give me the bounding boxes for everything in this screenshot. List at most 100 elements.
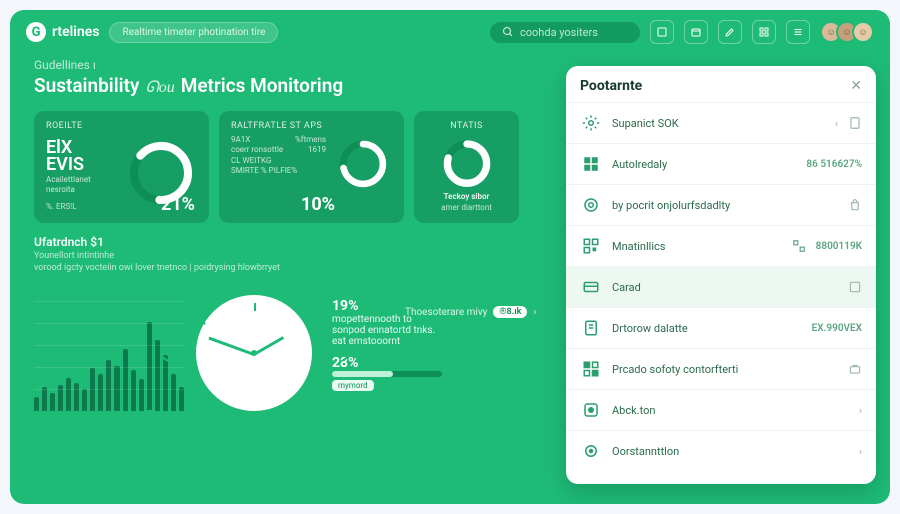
app-window: G rtelines Realtime timeter photination … <box>10 10 890 504</box>
clock-tick <box>161 460 169 466</box>
gauge-icon <box>438 135 496 192</box>
bag-icon <box>848 198 862 212</box>
brand-name: rtelines <box>52 24 99 40</box>
gear-icon <box>580 112 602 134</box>
c2r2a: CL WEITKG <box>231 156 326 166</box>
clock-tick <box>147 410 155 412</box>
title-a: Sustainbility <box>34 74 139 97</box>
panel-row[interactable]: Drtorow dalatteEX.990VEX <box>566 307 876 348</box>
panel-row-label: Drtorow dalatte <box>612 322 802 335</box>
header-pill[interactable]: Realtime timeter photination tire <box>109 22 278 43</box>
c2r0b: %ftmens <box>295 135 326 145</box>
card1-label: ROEILTE <box>46 121 197 131</box>
panel-row[interactable]: Carad <box>566 266 876 307</box>
brand-glyph: G <box>26 22 46 42</box>
brand-logo[interactable]: G rtelines <box>26 22 99 42</box>
stat-a-d2: sonpod ennatortd tnks. <box>332 325 442 336</box>
card2-label: RALTFRATLE ST APS <box>231 121 392 131</box>
panel-row[interactable]: Autolredaly86 516627% <box>566 143 876 184</box>
metric-card-3[interactable]: NTATIS Teckoy sibor amer diarttont <box>414 111 519 223</box>
header-action-1[interactable] <box>650 20 674 44</box>
bar <box>42 387 47 411</box>
qr2-icon <box>792 239 806 253</box>
bar <box>50 393 55 411</box>
panel-row-label: Carad <box>612 281 838 294</box>
c2r1a: coerr ronsottle <box>231 145 283 155</box>
calendar-icon <box>690 26 702 38</box>
chevron-left-icon: ‹ <box>835 117 838 130</box>
search-box[interactable]: coohda yositers <box>490 22 640 43</box>
card-icon <box>580 276 602 298</box>
panel-row-label: Abck.ton <box>612 404 849 417</box>
grid2-icon <box>580 153 602 175</box>
card1-foot: %. ERS!L <box>46 202 91 212</box>
stat-a-d3: eat emstooornt <box>332 336 442 347</box>
bar <box>179 387 184 411</box>
target-icon <box>580 194 602 216</box>
panel-close-button[interactable]: ✕ <box>850 78 862 94</box>
clock-chart <box>196 295 312 411</box>
clock-hour-hand <box>253 336 284 356</box>
gear2-icon <box>580 440 602 462</box>
bar <box>98 374 103 411</box>
gauge-icon <box>334 135 392 193</box>
panel-row-label: Oorstannttlon <box>612 445 849 458</box>
panel-row[interactable]: Mnatinllics 8800119K <box>566 225 876 266</box>
doc-icon <box>580 317 602 339</box>
bar <box>131 370 136 411</box>
bar <box>147 322 152 411</box>
card1-line1: Acailettlanet <box>46 175 91 185</box>
bar <box>139 379 144 411</box>
c2r3a: SMIRTE % PILFIE% <box>231 166 326 176</box>
stat-tag: mymord <box>332 380 374 391</box>
grid-icon <box>758 26 770 38</box>
panel-row-label: Mnatinllics <box>612 240 782 253</box>
clock-tick <box>304 497 310 504</box>
clock-tick <box>200 497 206 504</box>
see-more-badge: ®8.ık <box>493 306 527 318</box>
panel-row[interactable]: Supanict SOK ‹ <box>566 102 876 143</box>
title-b: ᘏou <box>145 79 174 97</box>
card3-cap1: Teckoy sibor <box>444 192 490 202</box>
see-more-link[interactable]: Thoesoterare mivy ®8.ık › <box>405 306 536 318</box>
header-action-5[interactable] <box>786 20 810 44</box>
metric-card-2[interactable]: RALTFRATLE ST APS 9A1X%ftmens coerr rons… <box>219 111 404 223</box>
progress-bar <box>332 371 442 377</box>
card2-value: 10% <box>301 194 335 215</box>
header-action-4[interactable] <box>752 20 776 44</box>
card1-line2: nesroita <box>46 185 91 195</box>
tile-icon <box>848 116 862 130</box>
tile2-icon <box>848 280 862 294</box>
side-panel: Pootarnte ✕ Supanict SOK ‹ Autolredaly86 5… <box>566 66 876 484</box>
bar <box>82 389 87 411</box>
section-sub1: Younellort intintinhe <box>34 251 334 261</box>
header-action-2[interactable] <box>684 20 708 44</box>
see-more-label: Thoesoterare mivy <box>405 307 487 318</box>
panel-row-label: Prcado sofoty contorfterti <box>612 363 838 376</box>
panel-row[interactable]: Oorstannttlon› <box>566 430 876 471</box>
panel-title: Pootarnte <box>580 78 842 94</box>
avatar-stack[interactable]: ☺ ☺ ☺ <box>826 21 874 43</box>
panel-row-value: 8800119K <box>816 241 862 252</box>
panel-row-label: Supanict SOK <box>612 117 825 130</box>
menu-icon <box>792 26 804 38</box>
qr3-icon <box>580 358 602 380</box>
clock-tick <box>341 460 349 466</box>
panel-row[interactable]: by pocrit onjolurfsdadlty <box>566 184 876 225</box>
bar <box>114 366 119 411</box>
clock-minute-hand <box>208 337 254 356</box>
clock-tick <box>355 410 363 412</box>
edit-icon <box>724 26 736 38</box>
clock-tick <box>200 317 206 325</box>
dot-icon <box>580 399 602 421</box>
bar <box>58 385 63 411</box>
panel-row-value: 86 516627% <box>806 159 862 170</box>
header-action-3[interactable] <box>718 20 742 44</box>
bar <box>163 355 168 411</box>
c2r1b: 1619 <box>308 145 326 155</box>
metric-card-1[interactable]: ROEILTE ElX EVIS Acailettlanet nesroita … <box>34 111 209 223</box>
panel-row[interactable]: Prcado sofoty contorfterti <box>566 348 876 389</box>
clock-tick <box>304 317 310 325</box>
avatar: ☺ <box>852 21 874 43</box>
panel-row[interactable]: Abck.ton› <box>566 389 876 430</box>
